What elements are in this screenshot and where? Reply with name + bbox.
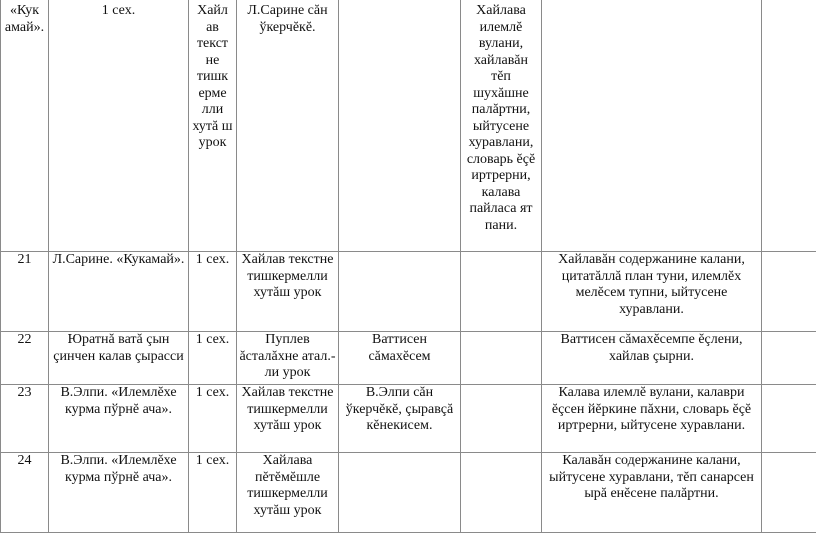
activities-cell: Калава илемлĕ вулани, калаври ĕçсен йĕрк…	[542, 385, 762, 453]
extra-cell	[762, 385, 816, 453]
lesson-type-cell: Хайлав текстне тишкермелли хутăш урок	[237, 252, 339, 332]
extra-cell	[762, 252, 816, 332]
vocab-cell	[339, 0, 461, 252]
lesson-table: 21 Л.Сарине. «Кукамай». 1 сех. Хайлав те…	[0, 251, 816, 533]
hours-cell: 1 сех.	[189, 252, 237, 332]
lesson-type-cell: Хайл ав текст не тишк ерме лли хутă ш ур…	[189, 0, 237, 252]
hours-cell: 1 сех.	[189, 332, 237, 385]
hours-cell: 1 сех.	[189, 385, 237, 453]
table-row: 22 Юратнă ватă çын çинчен калав çырасси …	[1, 332, 816, 385]
visual-cell: В.Элпи сăн ўкерчĕкĕ, çыравçă кĕнекисем.	[339, 385, 461, 453]
topic-cell: Л.Сарине. «Кукамай».	[49, 252, 189, 332]
topic-cell: В.Элпи. «Илемлĕхе курма пўрнĕ ача».	[49, 385, 189, 453]
visual-cell	[339, 252, 461, 332]
lesson-type-cell: Хайлав текстне тишкермелли хутăш урок	[237, 385, 339, 453]
activities-cell: Ваттисен сăмахĕсемпе ĕçлени, хайлав çырн…	[542, 332, 762, 385]
topic-cell: «Кук амай».	[1, 0, 49, 252]
table-row: 23 В.Элпи. «Илемлĕхе курма пўрнĕ ача». 1…	[1, 385, 816, 453]
vocab-cell	[461, 332, 542, 385]
lesson-type-cell: Пуплев ăсталăхне атал.-ли урок	[237, 332, 339, 385]
activities-cell: Хайлава илемлĕ вулани, хайлавăн тĕп шухă…	[461, 0, 542, 252]
hours-cell: 1 сех.	[49, 0, 189, 252]
row-number: 21	[1, 252, 49, 332]
visual-cell: Л.Сарине сăн ўкерчĕкĕ.	[237, 0, 339, 252]
table-row: «Кук амай». 1 сех. Хайл ав текст не тишк…	[1, 0, 762, 252]
extra-cell	[762, 332, 816, 385]
row-number: 23	[1, 385, 49, 453]
visual-cell: Ваттисен сăмахĕсем	[339, 332, 461, 385]
lesson-table-top: «Кук амай». 1 сех. Хайл ав текст не тишк…	[0, 0, 762, 252]
topic-cell: Юратнă ватă çын çинчен калав çырасси	[49, 332, 189, 385]
vocab-cell	[461, 252, 542, 332]
row-number: 22	[1, 332, 49, 385]
vocab-cell	[461, 385, 542, 453]
extra-cell	[542, 0, 762, 252]
table-row: 21 Л.Сарине. «Кукамай». 1 сех. Хайлав те…	[1, 252, 816, 332]
activities-cell: Хайлавăн содержанине калани, цитатăллă п…	[542, 252, 762, 332]
